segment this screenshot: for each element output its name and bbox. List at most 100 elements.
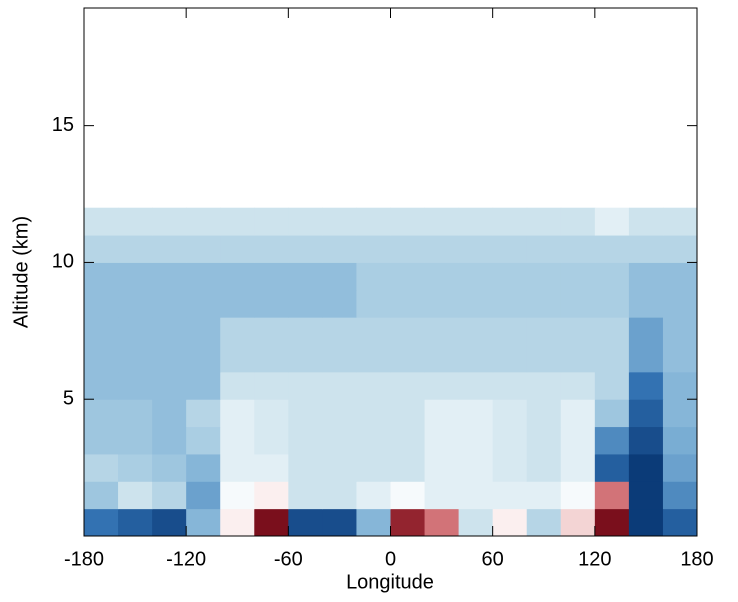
heatmap-cell [322, 235, 357, 263]
heatmap-cell [390, 207, 426, 236]
heatmap-cell [424, 481, 460, 510]
heatmap-cell [458, 481, 494, 510]
heatmap-cell [254, 399, 289, 428]
heatmap-cell [288, 426, 323, 455]
heatmap-cell [662, 317, 698, 345]
heatmap-cell [662, 481, 698, 510]
heatmap-cell [458, 317, 494, 345]
heatmap-cell [560, 453, 596, 482]
heatmap-cell [492, 371, 528, 400]
heatmap-cell [458, 262, 494, 291]
heatmap-cell [220, 344, 255, 373]
heatmap-cell [254, 235, 289, 263]
x-tick-label: 0 [385, 548, 396, 570]
x-tick-label: 120 [578, 548, 611, 570]
heatmap-cell [152, 453, 187, 482]
heatmap-cell [628, 371, 664, 400]
heatmap-cell [526, 426, 562, 455]
y-tick-label: 15 [52, 114, 74, 136]
heatmap-cell [628, 481, 664, 510]
x-tick-label: 60 [482, 548, 504, 570]
heatmap-cell [594, 399, 630, 428]
heatmap-cell [390, 317, 426, 345]
heatmap-cell [560, 426, 596, 455]
y-axis-label: Altitude (km) [10, 216, 32, 328]
x-tick-label: -180 [64, 548, 104, 570]
heatmap-cell [220, 481, 255, 510]
heatmap-cell [186, 317, 221, 345]
heatmap-cell [152, 344, 187, 373]
heatmap-cell [390, 371, 426, 400]
heatmap-cell [492, 289, 528, 318]
heatmap-cell [254, 289, 289, 318]
heatmap-cell [84, 426, 119, 455]
heatmap-cell [118, 235, 153, 263]
heatmap-cell [254, 317, 289, 345]
heatmap-cell [288, 481, 323, 510]
heatmap-cell [492, 235, 528, 263]
heatmap-cell [458, 508, 494, 537]
heatmap-cell [458, 371, 494, 400]
heatmap-cell [220, 317, 255, 345]
heatmap-cell [220, 262, 255, 291]
heatmap-cell [152, 481, 187, 510]
x-axis-label: Longitude [346, 571, 434, 593]
heatmap-cell [356, 317, 391, 345]
heatmap-cell [594, 262, 630, 291]
heatmap-cell [662, 235, 698, 263]
heatmap-cell [220, 289, 255, 318]
heatmap-cell [254, 262, 289, 291]
heatmap-cell [560, 207, 596, 236]
heatmap-cell [356, 508, 391, 537]
heatmap-cell [458, 399, 494, 428]
heatmap-cell [254, 344, 289, 373]
heatmap-cell [594, 426, 630, 455]
heatmap-cell [118, 399, 153, 428]
heatmap-cell [288, 207, 323, 236]
heatmap-cell [594, 235, 630, 263]
heatmap-cell [356, 344, 391, 373]
heatmap-cell [322, 481, 357, 510]
heatmap-cell [288, 289, 323, 318]
heatmap-cell [152, 207, 187, 236]
heatmap-cell [560, 262, 596, 291]
heatmap-cell [628, 289, 664, 318]
heatmap-cell [118, 317, 153, 345]
y-tick-label: 5 [63, 387, 74, 409]
heatmap-cell [254, 426, 289, 455]
heatmap-cell [390, 508, 426, 537]
heatmap-cell [118, 289, 153, 318]
heatmap-cell [288, 453, 323, 482]
heatmap-cell [356, 371, 391, 400]
heatmap-cell [220, 399, 255, 428]
heatmap-cell [526, 508, 562, 537]
heatmap-cell [390, 426, 426, 455]
heatmap-cell [628, 344, 664, 373]
heatmap-cell [424, 289, 460, 318]
heatmap-cell [186, 371, 221, 400]
heatmap-cell [424, 453, 460, 482]
heatmap-cell [288, 344, 323, 373]
heatmap-cell [458, 426, 494, 455]
heatmap-cell [424, 317, 460, 345]
heatmap-cell [152, 371, 187, 400]
heatmap-cell [322, 453, 357, 482]
heatmap-cell [288, 399, 323, 428]
heatmap-cell [560, 371, 596, 400]
heatmap-cell [186, 508, 221, 537]
heatmap-cell [390, 289, 426, 318]
heatmap-cell [152, 262, 187, 291]
heatmap-cell [492, 344, 528, 373]
heatmap-cell [322, 399, 357, 428]
heatmap-cell [560, 508, 596, 537]
heatmap-cell [594, 371, 630, 400]
heatmap-cell [220, 508, 255, 537]
heatmap-cell [322, 371, 357, 400]
heatmap-cell [118, 207, 153, 236]
heatmap-cell [84, 481, 119, 510]
heatmap-cell [458, 235, 494, 263]
heatmap-cell [594, 207, 630, 236]
heatmap-cell [254, 508, 289, 537]
heatmap-cell [186, 289, 221, 318]
heatmap-cell [152, 399, 187, 428]
